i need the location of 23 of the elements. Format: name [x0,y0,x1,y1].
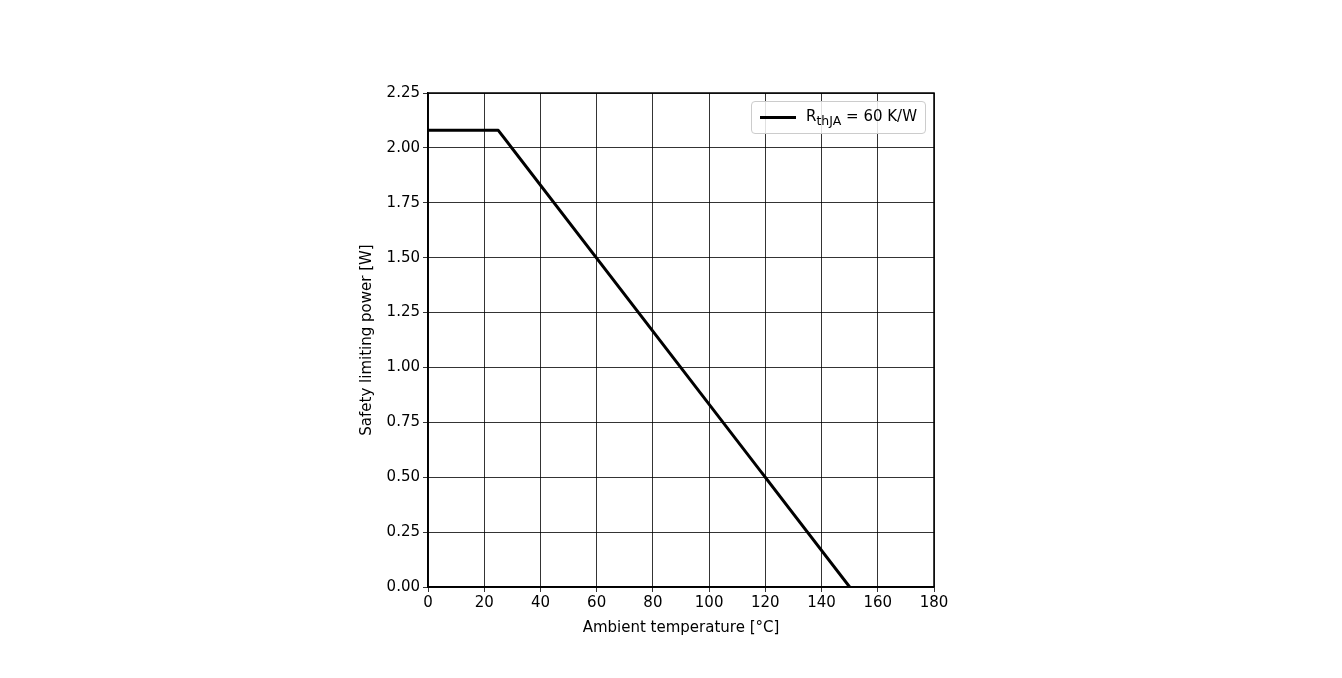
y-tick-label: 0.50 [386,467,420,486]
x-tick-label: 140 [807,592,836,611]
x-tick-label: 0 [423,592,433,611]
y-tick-label: 2.00 [386,137,420,156]
x-tick-label: 40 [530,592,550,611]
y-tick-label: 0.00 [386,576,420,595]
x-tick-label: 60 [587,592,607,611]
x-tick-label: 100 [694,592,724,611]
x-tick-label: 160 [863,592,893,611]
x-tick-label: 20 [474,592,494,611]
y-tick-label: 2.25 [386,82,420,101]
y-tick-label: 0.75 [386,412,420,431]
y-tick-label: 1.00 [386,357,420,376]
y-axis-title: Safety limiting power [W] [356,244,375,436]
y-tick-label: 1.75 [386,192,420,211]
y-tick-label: 1.25 [386,302,420,321]
x-tick-label: 80 [643,592,663,611]
x-tick-label: 180 [919,592,949,611]
y-tick-label: 1.50 [386,247,420,266]
x-tick-label: 120 [751,592,780,611]
legend-label: R$_{thJA}$ = 60 K/W [806,107,917,128]
y-tick-label: 0.25 [386,522,420,540]
x-axis-title: Ambient temperature [°C] [582,617,780,636]
